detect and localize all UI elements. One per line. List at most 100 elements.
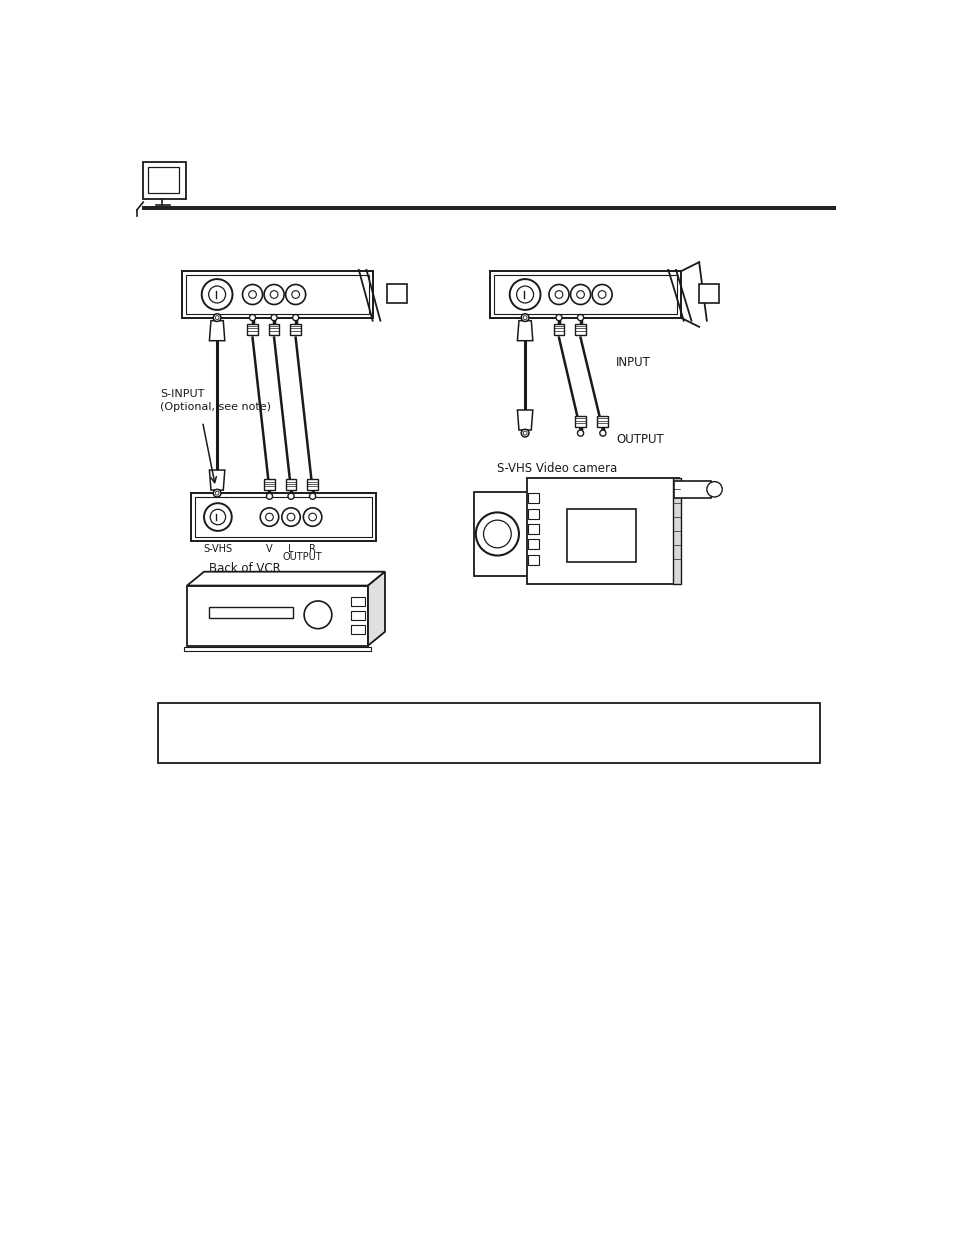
- Bar: [285, 479, 296, 490]
- Circle shape: [706, 482, 721, 496]
- Circle shape: [201, 279, 233, 310]
- Text: OUTPUT: OUTPUT: [616, 432, 663, 446]
- Circle shape: [556, 315, 561, 321]
- Circle shape: [264, 284, 284, 305]
- Circle shape: [483, 520, 511, 548]
- Text: Back of VCR: Back of VCR: [209, 562, 280, 576]
- Circle shape: [476, 513, 518, 556]
- Bar: [148, 167, 179, 193]
- Polygon shape: [187, 572, 385, 585]
- Bar: [184, 647, 371, 651]
- Bar: [526, 478, 679, 584]
- Circle shape: [292, 290, 299, 299]
- Text: S-INPUT
(Optional, see note): S-INPUT (Optional, see note): [160, 389, 271, 412]
- Bar: [141, 206, 836, 210]
- Bar: [187, 585, 368, 646]
- Bar: [351, 625, 365, 634]
- Circle shape: [265, 514, 274, 521]
- Circle shape: [213, 489, 221, 496]
- Bar: [247, 324, 257, 335]
- Circle shape: [522, 316, 526, 320]
- Circle shape: [209, 287, 225, 303]
- Circle shape: [293, 315, 298, 321]
- Text: S-VHS Video camera: S-VHS Video camera: [497, 462, 617, 475]
- Bar: [575, 324, 585, 335]
- Bar: [351, 597, 365, 606]
- Bar: [528, 524, 538, 534]
- Circle shape: [517, 287, 533, 303]
- Circle shape: [285, 284, 305, 305]
- Circle shape: [522, 431, 526, 435]
- Text: S-VHS: S-VHS: [203, 543, 233, 555]
- Circle shape: [215, 492, 219, 495]
- Text: INPUT: INPUT: [616, 356, 650, 369]
- Polygon shape: [368, 572, 385, 646]
- Circle shape: [213, 314, 221, 321]
- Circle shape: [204, 503, 232, 531]
- Circle shape: [577, 290, 584, 299]
- Text: R: R: [309, 543, 315, 555]
- Circle shape: [242, 284, 262, 305]
- Bar: [290, 324, 301, 335]
- Circle shape: [271, 315, 277, 321]
- Bar: [307, 479, 317, 490]
- Polygon shape: [517, 410, 533, 430]
- Circle shape: [260, 508, 278, 526]
- Circle shape: [210, 509, 225, 525]
- Polygon shape: [210, 321, 225, 341]
- Bar: [528, 493, 538, 503]
- Circle shape: [592, 284, 612, 305]
- Bar: [269, 324, 279, 335]
- Circle shape: [304, 601, 332, 629]
- Polygon shape: [210, 471, 225, 490]
- Circle shape: [266, 493, 273, 499]
- Circle shape: [520, 430, 528, 437]
- Bar: [674, 480, 711, 498]
- Circle shape: [309, 514, 316, 521]
- Bar: [157, 703, 820, 763]
- Bar: [351, 611, 365, 620]
- Bar: [387, 284, 407, 303]
- Circle shape: [303, 508, 321, 526]
- Bar: [566, 509, 636, 562]
- Circle shape: [249, 290, 256, 299]
- Circle shape: [287, 514, 294, 521]
- Bar: [528, 555, 538, 564]
- Circle shape: [215, 316, 219, 320]
- Bar: [194, 496, 372, 537]
- Circle shape: [281, 508, 300, 526]
- Bar: [181, 272, 373, 317]
- Circle shape: [270, 290, 277, 299]
- Bar: [528, 509, 538, 519]
- Circle shape: [599, 430, 605, 436]
- Circle shape: [548, 284, 568, 305]
- Circle shape: [555, 290, 562, 299]
- Circle shape: [509, 279, 540, 310]
- Circle shape: [570, 284, 590, 305]
- Circle shape: [598, 290, 605, 299]
- Circle shape: [577, 315, 583, 321]
- Text: OUTPUT: OUTPUT: [282, 552, 321, 562]
- Circle shape: [577, 430, 583, 436]
- Circle shape: [309, 493, 315, 499]
- Bar: [528, 540, 538, 550]
- Circle shape: [520, 314, 528, 321]
- Bar: [264, 479, 274, 490]
- Bar: [597, 416, 608, 427]
- Bar: [699, 284, 719, 303]
- Circle shape: [249, 315, 255, 321]
- Bar: [575, 416, 585, 427]
- Bar: [185, 275, 369, 314]
- Circle shape: [288, 493, 294, 499]
- Bar: [209, 608, 293, 618]
- Bar: [191, 493, 375, 541]
- Text: V: V: [266, 543, 273, 555]
- Bar: [143, 162, 185, 199]
- Polygon shape: [517, 321, 533, 341]
- Bar: [489, 272, 679, 317]
- Text: L: L: [288, 543, 294, 555]
- Bar: [493, 275, 676, 314]
- Bar: [474, 492, 529, 577]
- Polygon shape: [672, 478, 679, 584]
- Bar: [553, 324, 564, 335]
